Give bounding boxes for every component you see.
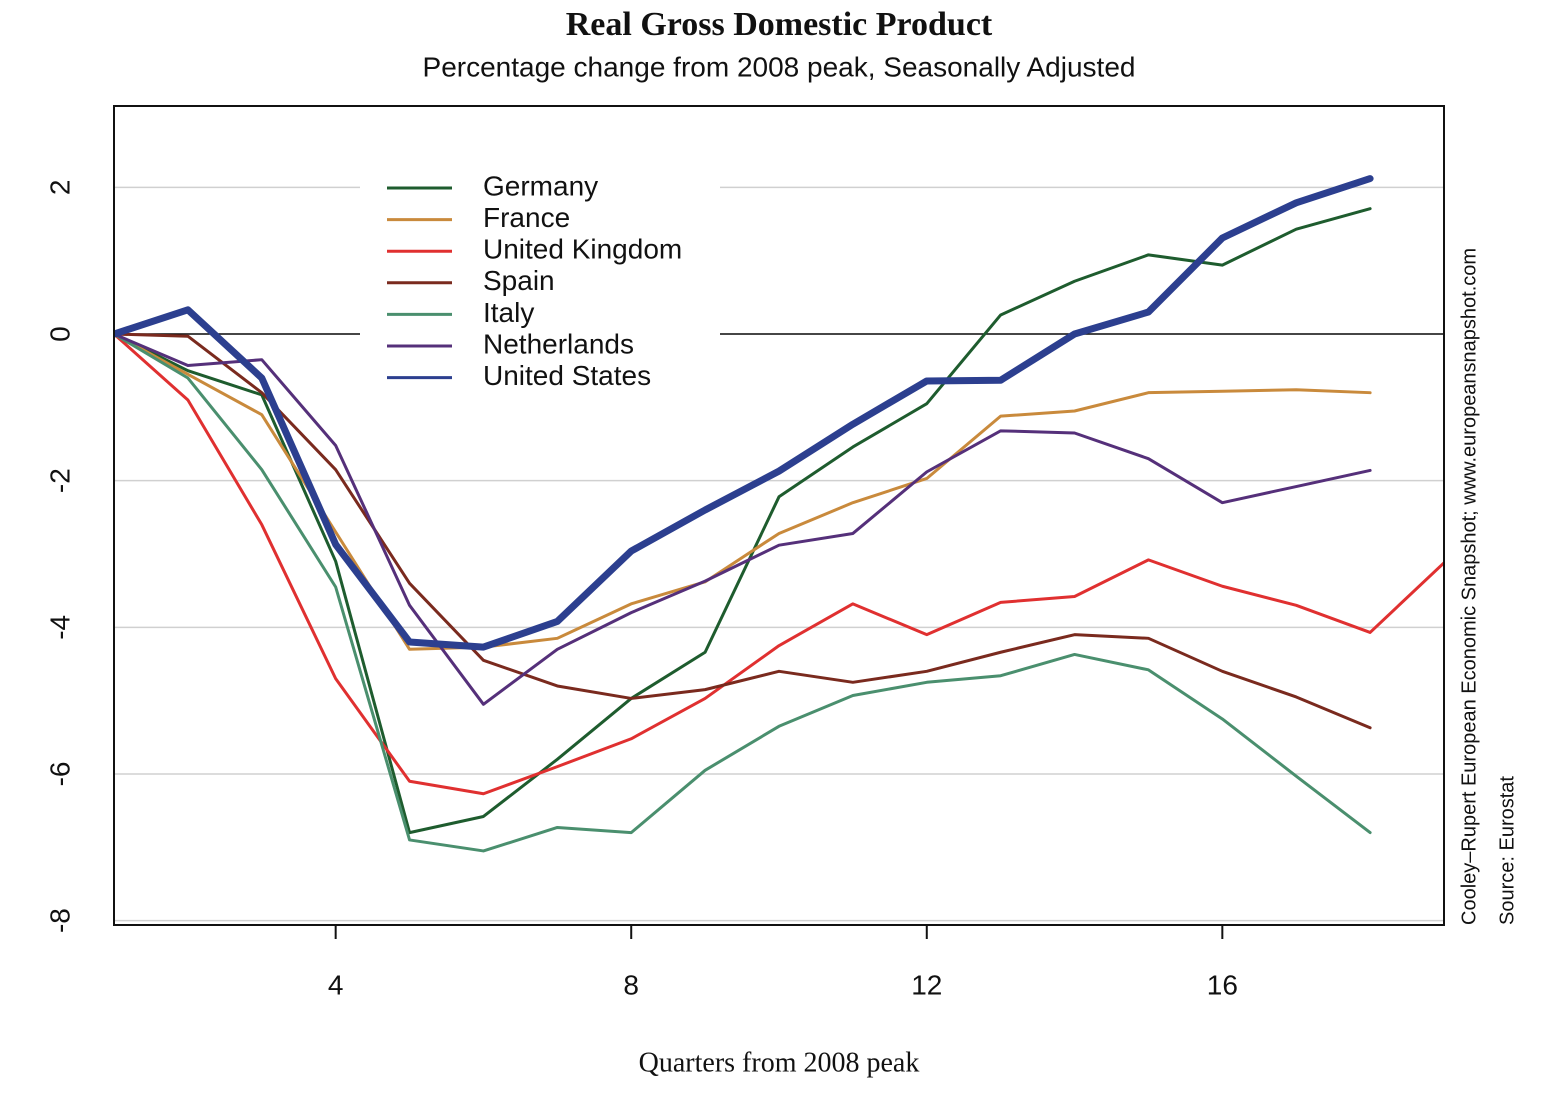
series-line: [114, 332, 1372, 730]
legend-label: Spain: [483, 265, 555, 296]
legend-box: [360, 165, 720, 410]
chart-subtitle: Percentage change from 2008 peak, Season…: [423, 51, 1136, 82]
series-line: [114, 332, 1372, 706]
legend-label: Germany: [483, 170, 598, 201]
x-tick-label: 16: [1207, 969, 1238, 1000]
series-line: [114, 332, 1372, 853]
x-tick-label: 12: [911, 969, 942, 1000]
y-tick-label: 0: [44, 326, 75, 342]
legend-label: Netherlands: [483, 328, 634, 359]
x-tick-label: 4: [328, 969, 344, 1000]
legend-label: United Kingdom: [483, 234, 682, 265]
y-tick-label: -4: [44, 615, 75, 640]
y-tick-label: -2: [44, 468, 75, 493]
chart-title: Real Gross Domestic Product: [566, 6, 993, 43]
grid: [114, 186, 1444, 922]
series-line: [114, 207, 1372, 835]
axes: -8 -6 -4 -2 0 2 4 8 12 16 Cooley–Rupert European E…: [44, 180, 1518, 1001]
x-axis-label: Quarters from 2008 peak: [639, 1047, 920, 1078]
plot-area: [114, 175, 1444, 853]
series-line: [114, 332, 1444, 796]
side-note: Cooley–Rupert European Economic Snapshot…: [1458, 248, 1480, 925]
series-line: [114, 175, 1374, 651]
x-tick-label: 8: [623, 969, 639, 1000]
y-tick-label: 2: [44, 180, 75, 196]
legend-label: United States: [483, 360, 651, 391]
legend-label: Italy: [483, 297, 534, 328]
y-tick-label: -6: [44, 762, 75, 787]
legend-label: France: [483, 202, 570, 233]
plot-frame: [113, 105, 1445, 926]
side-note: Source: Eurostat: [1496, 776, 1518, 925]
y-tick-label: -8: [44, 908, 75, 933]
